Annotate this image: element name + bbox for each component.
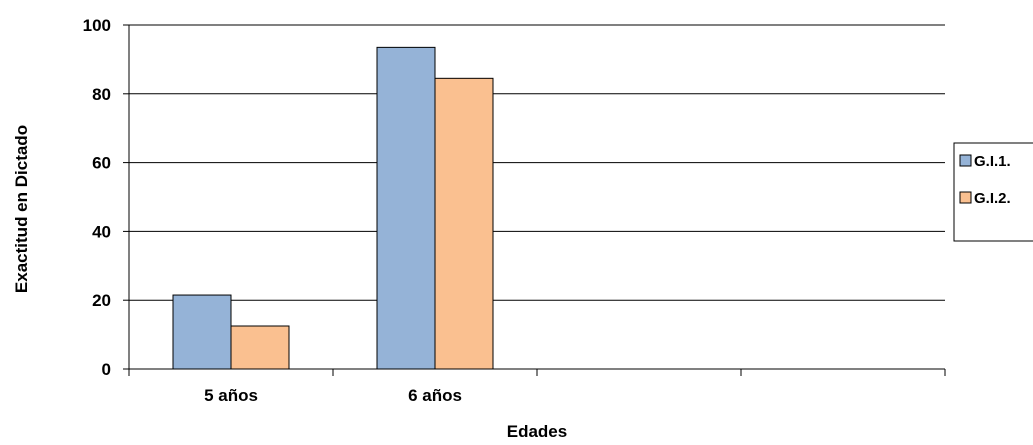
bar-2-2 [434,77,494,370]
legend-item-2: G.I.2. [959,190,1011,207]
legend-swatch-1 [959,154,972,167]
y-tick-label: 80 [92,85,111,104]
y-tick-label: 20 [92,291,111,310]
legend-item-1: G.I.1. [959,153,1011,170]
bar-2-1 [230,325,290,370]
y-axis-title: Exactitud en Dictado [12,125,31,293]
legend-label-2: G.I.2. [974,190,1011,207]
y-tick-label: 100 [83,16,111,35]
axes [123,24,946,376]
gridlines [129,24,945,301]
bars [172,46,494,370]
x-tick-label: 5 años [204,386,258,405]
y-tick-label: 0 [102,360,111,379]
bar-1-2 [376,46,436,370]
legend-swatch-2 [959,191,972,204]
x-tick-label: 6 años [408,386,462,405]
x-axis-title: Edades [507,422,567,440]
bar-1-1 [172,294,232,370]
y-tick-label: 60 [92,154,111,173]
tick-labels: 0 20 40 60 80 100 5 años 6 años [83,16,462,405]
legend-label-1: G.I.1. [974,153,1011,170]
legend: G.I.1. G.I.2. [953,142,1033,242]
y-tick-label: 40 [92,222,111,241]
